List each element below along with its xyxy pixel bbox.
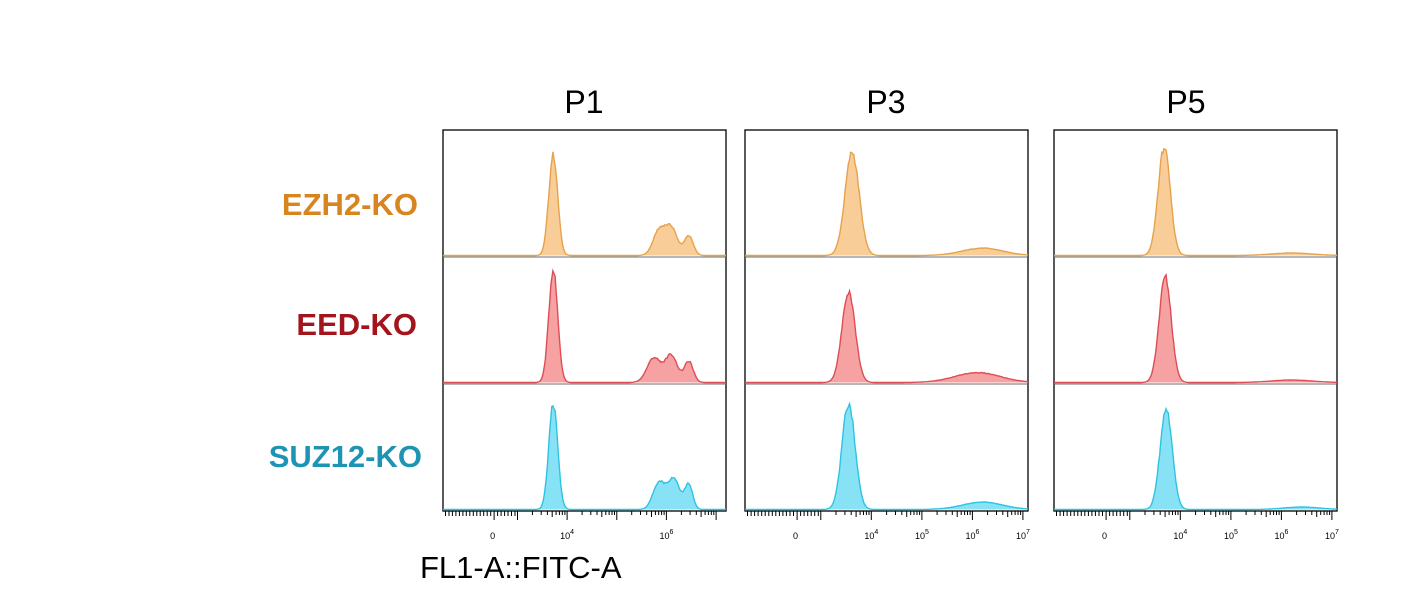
histogram-ezh2-ko-p5-line bbox=[1054, 147, 1337, 257]
column-title-p3: P3 bbox=[866, 84, 905, 120]
panel-frame-p1 bbox=[442, 129, 727, 512]
histogram-panels bbox=[442, 129, 1338, 512]
column-titles: P1 P3 P5 bbox=[564, 84, 1205, 120]
histogram-eed-ko-p5-fill bbox=[1054, 274, 1337, 383]
histogram-ezh2-ko-p3-line bbox=[745, 151, 1029, 257]
histogram-suz12-ko-p1-fill bbox=[443, 405, 726, 510]
x-tick-label-p5-2: 105 bbox=[1224, 529, 1238, 541]
histogram-eed-ko-p5-line bbox=[1054, 273, 1337, 384]
x-tick-label-p3-4: 107 bbox=[1016, 529, 1030, 541]
x-tick-label-p5-3: 106 bbox=[1274, 529, 1288, 541]
histogram-suz12-ko-p3-line bbox=[745, 401, 1029, 511]
x-axis-title: FL1-A::FITC-A bbox=[420, 550, 622, 585]
panel-frame-p3 bbox=[744, 129, 1029, 512]
histogram-eed-ko-p3-fill bbox=[745, 291, 1028, 383]
x-tick-label-p5-1: 104 bbox=[1173, 529, 1187, 541]
column-title-p5: P5 bbox=[1166, 84, 1205, 120]
x-tick-label-p3-2: 105 bbox=[915, 529, 929, 541]
histogram-eed-ko-p3-line bbox=[745, 288, 1029, 384]
x-tick-label-p5-0: 0 bbox=[1102, 531, 1107, 541]
row-label-ezh2-ko: EZH2-KO bbox=[282, 187, 418, 222]
histogram-ezh2-ko-p3-fill bbox=[745, 152, 1028, 256]
x-tick-label-p5-4: 107 bbox=[1325, 529, 1339, 541]
row-label-suz12-ko: SUZ12-KO bbox=[269, 439, 422, 474]
histogram-suz12-ko-p3-fill bbox=[745, 403, 1028, 510]
histogram-eed-ko-p1-line bbox=[443, 268, 726, 384]
histogram-suz12-ko-p5-line bbox=[1054, 406, 1338, 511]
panel-frame-p5 bbox=[1053, 129, 1338, 512]
histogram-suz12-ko-p5-fill bbox=[1054, 408, 1337, 510]
x-tick-label-p1-0: 0 bbox=[490, 531, 495, 541]
x-tick-label-p3-0: 0 bbox=[793, 531, 798, 541]
x-tick-label-p3-3: 106 bbox=[965, 529, 979, 541]
histogram-ezh2-ko-p5-fill bbox=[1054, 148, 1337, 256]
row-label-eed-ko: EED-KO bbox=[296, 307, 417, 342]
x-axes: 0 104 106 0 104 105 106 107 0 104 105 106 107 bbox=[445, 511, 1339, 541]
histogram-suz12-ko-p1-line bbox=[443, 404, 726, 511]
histogram-eed-ko-p1-fill bbox=[443, 270, 726, 383]
column-title-p1: P1 bbox=[564, 84, 603, 120]
x-tick-label-p3-1: 104 bbox=[864, 529, 878, 541]
x-tick-label-p1-1: 104 bbox=[560, 529, 574, 541]
x-tick-label-p1-2: 106 bbox=[659, 529, 673, 541]
row-labels: EZH2-KO EED-KO SUZ12-KO bbox=[269, 187, 422, 474]
histogram-ezh2-ko-p1-line bbox=[443, 151, 726, 257]
histogram-ezh2-ko-p1-fill bbox=[443, 151, 726, 256]
